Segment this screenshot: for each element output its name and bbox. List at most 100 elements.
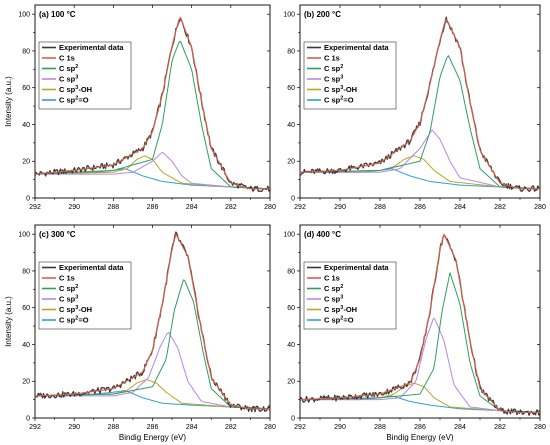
panel-c: 292 290 288 286 284 282 280 0 20 40 60 80 100 Intensi… [4, 224, 276, 442]
y-tick-label: 0 [291, 416, 295, 423]
legend-label-c-sp2-o: C sp2=O [59, 316, 89, 325]
y-tick-label: 100 [283, 12, 295, 19]
legend-label-experimental-data: Experimental data [324, 43, 389, 52]
x-tick-label: 284 [186, 204, 198, 211]
x-tick-label: 282 [225, 424, 237, 431]
x-tick-label: 292 [29, 424, 41, 431]
legend-label-experimental-data: Experimental data [59, 43, 124, 52]
legend-label-c-sp2-o: C sp2=O [324, 96, 354, 105]
series-line-c-sp2 [300, 55, 540, 190]
legend-label-c-sp2: C sp2 [324, 64, 343, 73]
y-tick-label: 40 [22, 342, 30, 349]
x-tick-label: 290 [68, 204, 80, 211]
series-line-c-sp3 [300, 129, 540, 190]
x-tick-label: 282 [494, 204, 506, 211]
y-axis-label: Intensity (a.u.) [4, 76, 13, 127]
y-tick-label: 0 [26, 196, 30, 203]
y-tick-label: 80 [22, 268, 30, 275]
x-tick-label: 290 [68, 424, 80, 431]
plot-area [300, 233, 540, 416]
legend-label-c-sp2: C sp2 [59, 64, 78, 73]
legend-label-c-sp3: C sp3 [59, 75, 78, 84]
legend-box [38, 41, 132, 110]
x-tick-label: 284 [454, 204, 466, 211]
y-tick-label: 100 [18, 12, 30, 19]
y-tick-label: 40 [287, 342, 295, 349]
panel-a: 292 290 288 286 284 282 280 0 20 40 60 80 100 Intensi… [4, 4, 276, 211]
x-tick-label: 288 [374, 204, 386, 211]
y-tick-label: 100 [18, 232, 30, 239]
plot-area [35, 16, 270, 193]
x-tick-label: 286 [414, 204, 426, 211]
y-tick-label: 80 [287, 48, 295, 55]
y-tick-label: 80 [22, 48, 30, 55]
x-tick-label: 290 [334, 424, 346, 431]
y-tick-label: 100 [283, 232, 295, 239]
x-tick-label: 292 [29, 204, 41, 211]
legend-label-c-sp2: C sp2 [324, 284, 343, 293]
x-tick-label: 290 [334, 204, 346, 211]
legend-label-c-sp3: C sp3 [324, 75, 343, 84]
series-line-experimental-data [35, 18, 270, 193]
x-tick-label: 288 [107, 424, 119, 431]
x-tick-label: 282 [225, 204, 237, 211]
x-tick-label: 286 [147, 424, 159, 431]
series-line-c-1s [300, 233, 540, 414]
panel-title: (c) 300 °C [39, 230, 76, 239]
series-line-experimental-data [300, 16, 540, 193]
legend-label-c-sp3-oh: C sp3-OH [59, 305, 92, 314]
x-tick-label: 280 [264, 204, 276, 211]
x-tick-label: 282 [494, 424, 506, 431]
y-tick-label: 60 [287, 85, 295, 92]
y-tick-label: 20 [22, 379, 30, 386]
y-axis-label: Intensity (a.u.) [4, 296, 13, 347]
series-line-c-sp2 [35, 40, 270, 190]
y-tick-label: 60 [22, 305, 30, 312]
legend-label-c-1s: C 1s [59, 54, 75, 63]
y-tick-label: 0 [26, 416, 30, 423]
y-tick-label: 20 [287, 159, 295, 166]
legend-box [38, 261, 132, 330]
legend-label-experimental-data: Experimental data [59, 263, 124, 272]
legend-label-c-1s: C 1s [324, 54, 340, 63]
legend-box [303, 261, 397, 330]
legend-label-c-sp2-o: C sp2=O [324, 316, 354, 325]
panel-b: 292 290 288 286 284 282 280 0 20 40 60 80 100 (b) 200… [283, 4, 546, 211]
y-tick-label: 20 [22, 159, 30, 166]
legend-label-c-sp3-oh: C sp3-OH [59, 85, 92, 94]
x-tick-label: 280 [534, 424, 546, 431]
legend-label-c-1s: C 1s [59, 274, 75, 283]
legend-label-c-sp3-oh: C sp3-OH [324, 85, 357, 94]
x-tick-label: 288 [374, 424, 386, 431]
x-tick-label: 286 [147, 204, 159, 211]
legend-label-c-sp3: C sp3 [59, 295, 78, 304]
legend-label-c-sp2: C sp2 [59, 284, 78, 293]
panel-d: 292 290 288 286 284 282 280 0 20 40 60 80 100 Bindig … [283, 224, 546, 442]
panel-title: (d) 400 °C [304, 230, 341, 239]
x-axis-label: Bindig Energy (eV) [386, 433, 453, 442]
x-tick-label: 288 [107, 204, 119, 211]
legend-label-experimental-data: Experimental data [324, 263, 389, 272]
panel-title: (a) 100 °C [39, 10, 76, 19]
x-tick-label: 292 [294, 424, 306, 431]
y-tick-label: 40 [287, 122, 295, 129]
y-tick-label: 40 [22, 122, 30, 129]
series-line-c-1s [35, 233, 270, 410]
x-tick-label: 280 [534, 204, 546, 211]
y-tick-label: 20 [287, 379, 295, 386]
y-tick-label: 60 [287, 305, 295, 312]
x-tick-label: 284 [186, 424, 198, 431]
legend-label-c-sp3: C sp3 [324, 295, 343, 304]
plot-area [35, 231, 270, 413]
x-tick-label: 284 [454, 424, 466, 431]
legend-label-c-sp3-oh: C sp3-OH [324, 305, 357, 314]
x-tick-label: 286 [414, 424, 426, 431]
legend-label-c-1s: C 1s [324, 274, 340, 283]
legend-box [303, 41, 397, 110]
y-tick-label: 80 [287, 268, 295, 275]
x-axis-label: Bindig Energy (eV) [119, 433, 186, 442]
legend-label-c-sp2-o: C sp2=O [59, 96, 89, 105]
series-line-c-1s [35, 16, 270, 190]
series-line-c-sp3 [35, 331, 270, 410]
